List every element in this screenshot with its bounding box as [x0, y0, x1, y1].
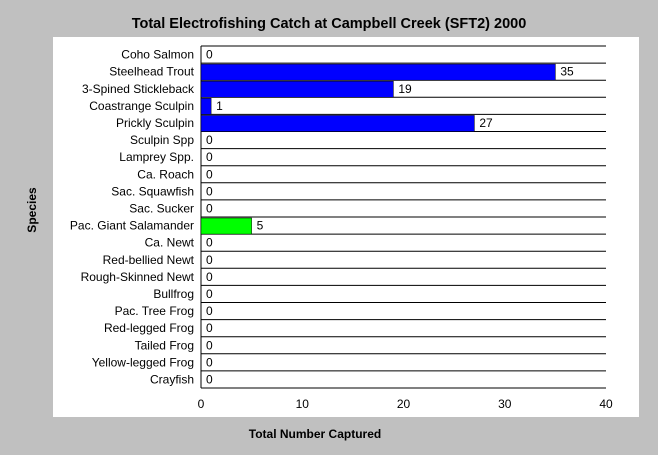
value-label: 0	[206, 372, 213, 386]
category-label: Pac. Tree Frog	[115, 304, 194, 318]
x-tick-label: 10	[296, 397, 310, 411]
value-label: 0	[206, 236, 213, 250]
x-tick-label: 40	[599, 397, 613, 411]
bar	[200, 80, 394, 98]
y-axis-label: Species	[25, 187, 39, 233]
category-label: Red-legged Frog	[104, 321, 194, 335]
x-tick-label: 0	[198, 397, 205, 411]
value-label: 0	[206, 201, 213, 215]
value-label: 19	[398, 82, 412, 96]
category-labels: Coho Salmon Steelhead Trout 3-Spined Stick…	[70, 48, 195, 387]
value-label: 0	[206, 133, 213, 147]
value-label: 0	[206, 304, 213, 318]
category-label: Red-bellied Newt	[103, 253, 195, 267]
bar	[200, 217, 252, 235]
category-label: Yellow-legged Frog	[92, 355, 194, 369]
category-label: Ca. Roach	[137, 167, 194, 181]
value-label: 0	[206, 287, 213, 301]
value-label: 0	[206, 184, 213, 198]
category-label: Pac. Giant Salamander	[70, 219, 194, 233]
x-axis-label: Total Number Captured	[249, 427, 381, 441]
value-label: 1	[216, 99, 223, 113]
value-label: 27	[479, 116, 493, 130]
bars	[200, 63, 556, 235]
value-label: 0	[206, 338, 213, 352]
value-label: 0	[206, 355, 213, 369]
bar	[200, 63, 556, 81]
category-label: Tailed Frog	[135, 338, 194, 352]
category-label: Rough-Skinned Newt	[81, 270, 195, 284]
category-label: Sac. Squawfish	[111, 184, 194, 198]
value-label: 5	[257, 219, 264, 233]
x-tick-labels: 0 10 20 30 40	[198, 397, 613, 411]
value-label: 0	[206, 253, 213, 267]
category-label: Prickly Sculpin	[116, 116, 194, 130]
category-label: Coastrange Sculpin	[89, 99, 194, 113]
value-label: 35	[560, 65, 574, 79]
x-tick-label: 20	[397, 397, 411, 411]
value-label: 0	[206, 270, 213, 284]
bar	[200, 98, 212, 115]
category-label: Bullfrog	[153, 287, 194, 301]
value-label: 0	[206, 48, 213, 62]
value-label: 0	[206, 321, 213, 335]
x-tick-label: 30	[498, 397, 512, 411]
value-label: 0	[206, 167, 213, 181]
category-label: Coho Salmon	[121, 48, 194, 62]
bar	[200, 115, 475, 132]
category-label: 3-Spined Stickleback	[82, 82, 195, 96]
category-label: Steelhead Trout	[109, 65, 194, 79]
category-label: Lamprey Spp.	[119, 150, 194, 164]
category-label: Ca. Newt	[145, 236, 195, 250]
chart-title: Total Electrofishing Catch at Campbell C…	[132, 16, 527, 32]
value-labels: 0 35 19 1 27 0 0 0 0 0 5 0 0 0 0 0 0 0 0 0	[206, 48, 574, 387]
category-label: Crayfish	[150, 372, 194, 386]
category-label: Sac. Sucker	[129, 201, 194, 215]
value-label: 0	[206, 150, 213, 164]
category-label: Sculpin Spp	[130, 133, 194, 147]
